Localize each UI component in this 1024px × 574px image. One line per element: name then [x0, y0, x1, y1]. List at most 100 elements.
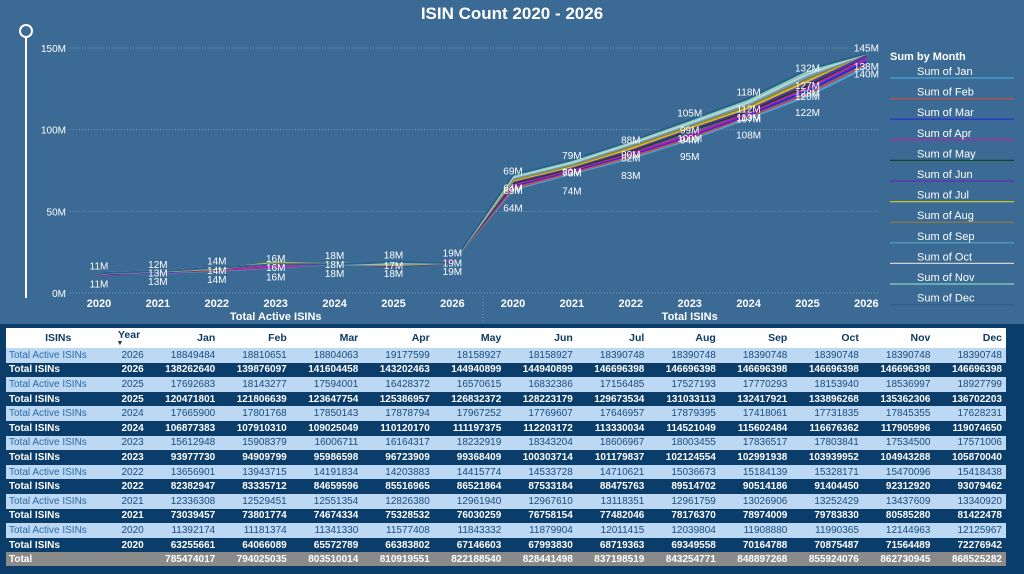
row-label: Total ISINs — [6, 537, 111, 553]
row-year: 2023 — [110, 450, 148, 465]
column-header-dec[interactable]: Dec — [934, 328, 1006, 348]
table-cell: 12826380 — [362, 493, 434, 509]
table-cell: 16832386 — [505, 377, 577, 392]
matrix-table: ISINs Year ▼ Jan Feb Mar Apr May Jun Jul Aug Sep O… — [6, 328, 1006, 567]
x-tick-label: 2021 — [560, 298, 584, 310]
table-cell: 18158927 — [433, 348, 506, 363]
data-label: 128M — [795, 89, 820, 100]
table-row: Total ISINs 2026 138262640 139876097 1416044… — [6, 362, 1006, 378]
table-cell: 15184139 — [719, 464, 792, 480]
column-header-nov[interactable]: Nov — [862, 328, 935, 348]
grand-total-cell: 862730945 — [862, 552, 935, 567]
data-label: 82M — [621, 153, 640, 164]
column-header-apr[interactable]: Apr — [362, 328, 434, 348]
table-cell: 92312920 — [862, 479, 935, 494]
table-cell: 18927799 — [934, 377, 1006, 392]
table-cell: 14415774 — [433, 464, 506, 480]
column-header-isins[interactable]: ISINs — [6, 328, 111, 348]
data-label: 88M — [621, 135, 640, 146]
table-cell: 88475763 — [576, 479, 649, 494]
table-cell: 17594001 — [290, 377, 363, 392]
table-cell: 67993830 — [505, 537, 577, 553]
column-header-oct[interactable]: Oct — [791, 328, 863, 348]
table-cell: 16428372 — [362, 377, 434, 392]
x-tick-label: 2021 — [146, 298, 170, 310]
table-cell: 16006711 — [290, 435, 363, 451]
table-cell: 13340920 — [934, 493, 1006, 509]
table-cell: 17878794 — [362, 406, 434, 421]
table-cell: 113330034 — [576, 420, 649, 436]
row-label: Total Active ISINs — [6, 406, 111, 421]
column-header-year-label: Year — [117, 329, 141, 341]
grand-total-cell: 837198519 — [576, 552, 649, 567]
table-cell: 18003455 — [648, 435, 720, 451]
column-header-feb[interactable]: Feb — [219, 328, 291, 348]
data-label: 140M — [854, 70, 879, 81]
data-label: 113M — [736, 113, 760, 124]
column-header-mar[interactable]: Mar — [290, 328, 363, 348]
table-cell: 146696398 — [862, 362, 935, 378]
table-cell: 121806639 — [219, 391, 291, 407]
table-cell: 85516965 — [362, 479, 434, 494]
table-cell: 70875487 — [791, 537, 863, 553]
x-tick-label: 2024 — [736, 298, 761, 310]
table-cell: 17156485 — [576, 377, 649, 392]
slicer-handle[interactable] — [19, 24, 33, 38]
column-header-jun[interactable]: Jun — [505, 328, 577, 348]
table-cell: 13943715 — [219, 464, 291, 480]
slicer-track[interactable] — [25, 36, 27, 298]
data-label: 69M — [503, 167, 522, 178]
row-year: 2023 — [110, 435, 148, 451]
column-header-may[interactable]: May — [433, 328, 506, 348]
column-header-sep[interactable]: Sep — [719, 328, 792, 348]
table-cell: 73039457 — [147, 508, 220, 524]
legend-entry: Sum of Aug — [917, 210, 974, 222]
table-cell: 19177599 — [362, 348, 434, 363]
table-cell: 116676362 — [791, 420, 863, 436]
table-cell: 12551354 — [290, 493, 363, 509]
table-cell: 18810651 — [219, 348, 291, 363]
table-cell: 18804063 — [290, 348, 363, 363]
data-label: 112M — [736, 105, 760, 116]
table-cell: 139876097 — [219, 362, 291, 378]
table-cell: 93079462 — [934, 479, 1006, 494]
table-cell: 17836517 — [719, 435, 792, 451]
column-header-jul[interactable]: Jul — [576, 328, 649, 348]
row-label: Total Active ISINs — [6, 377, 111, 392]
data-label: 99M — [680, 126, 699, 137]
table-cell: 96723909 — [362, 450, 434, 465]
table-cell: 102991938 — [719, 450, 792, 465]
table-cell: 76030259 — [433, 508, 506, 524]
table-cell: 71564489 — [862, 537, 935, 553]
grand-total-cell: 822188540 — [433, 552, 506, 567]
table-cell: 101179837 — [576, 450, 649, 465]
series-line — [98, 52, 867, 275]
data-label: 16M — [266, 263, 285, 274]
data-label: 69M — [503, 186, 522, 197]
grand-total-row: Total 785474017 794025035 803510014 81091955… — [6, 552, 1006, 567]
table-cell: 18343204 — [505, 435, 577, 451]
table-cell: 17665900 — [147, 406, 220, 421]
table-cell: 77482046 — [576, 508, 649, 524]
table-cell: 74674334 — [290, 508, 363, 524]
table-cell: 12125967 — [934, 523, 1006, 538]
column-header-year[interactable]: Year ▼ — [110, 328, 148, 348]
data-label: 18M — [325, 269, 344, 280]
column-header-jan[interactable]: Jan — [147, 328, 220, 348]
table-cell: 14710621 — [576, 464, 649, 480]
table-cell: 17418061 — [719, 406, 792, 421]
table-cell: 146696398 — [934, 362, 1006, 378]
grand-total-label: Total — [6, 552, 111, 567]
table-cell: 81422478 — [934, 508, 1006, 524]
table-cell: 18390748 — [862, 348, 935, 363]
table-cell: 16164317 — [362, 435, 434, 451]
table-body: Total Active ISINs 2026 18849484 18810651 18… — [6, 348, 1006, 567]
table-cell: 15908379 — [219, 435, 291, 451]
table-cell: 18536997 — [862, 377, 935, 392]
column-header-aug[interactable]: Aug — [648, 328, 720, 348]
table-cell: 125386957 — [362, 391, 434, 407]
table-cell: 93977730 — [147, 450, 220, 465]
table-cell: 115602484 — [719, 420, 792, 436]
table-header-row: ISINs Year ▼ Jan Feb Mar Apr May Jun Jul Aug Sep O… — [6, 328, 1006, 348]
row-label: Total ISINs — [6, 391, 111, 407]
